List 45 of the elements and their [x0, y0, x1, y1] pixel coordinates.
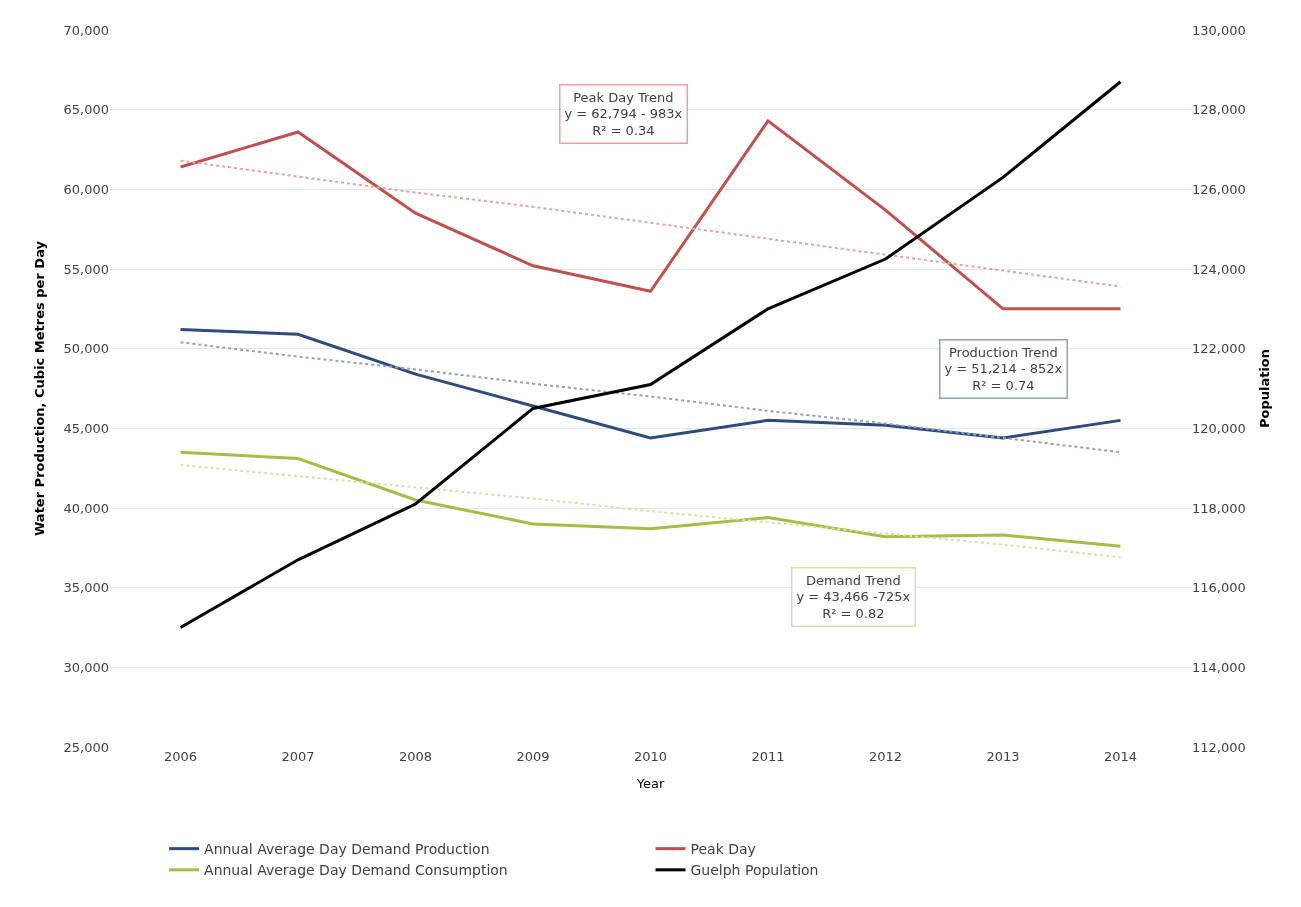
annotation: Production Trend y = 51,214 - 852x R² = 0.74 — [944, 344, 1063, 394]
x-tick-label: 2011 — [751, 749, 785, 764]
x-tick-label: 2014 — [1103, 749, 1138, 764]
y-tick-label: 40,000 — [63, 500, 109, 516]
x-tick-label: 2012 — [868, 749, 903, 764]
line-series — [179, 119, 1122, 311]
x-axis-title: Year — [635, 775, 665, 791]
line-series — [179, 328, 1122, 440]
y-tick-label: 30,000 — [63, 659, 109, 675]
y-tick-label: 55,000 — [63, 261, 109, 277]
y-axis-title: Water Production, Cubic Metres per Day — [32, 240, 48, 537]
legend-label: Annual Average Day Demand Consumption — [204, 862, 508, 879]
legend-label: Guelph Population — [690, 862, 819, 879]
y2-tick-label: 112,000 — [1192, 739, 1246, 755]
y2-tick-label: 114,000 — [1192, 659, 1246, 675]
y2-tick-label: 124,000 — [1192, 261, 1246, 277]
x-tick-label: 2009 — [516, 749, 550, 764]
y-tick-label: 60,000 — [63, 181, 109, 197]
y-tick-label: 25,000 — [63, 739, 109, 755]
legend-label: Peak Day — [690, 841, 756, 858]
y2-tick-label: 126,000 — [1192, 181, 1246, 197]
annotation: Peak Day Trend y = 62,794 - 983x R² = 0.34 — [564, 89, 683, 139]
y-tick-label: 70,000 — [63, 22, 109, 38]
y-tick-label: 50,000 — [63, 341, 109, 357]
x-tick-label: 2008 — [398, 749, 433, 764]
x-tick-label: 2007 — [281, 749, 315, 764]
legend-label: Annual Average Day Demand Production — [204, 841, 490, 858]
y2-tick-label: 116,000 — [1192, 580, 1246, 596]
y2-tick-label: 122,000 — [1192, 341, 1246, 357]
line-series — [179, 341, 1122, 454]
y2-tick-label: 128,000 — [1192, 102, 1246, 118]
y2-tick-label: 118,000 — [1192, 500, 1246, 516]
x-tick-label: 2006 — [163, 749, 198, 764]
x-tick-label: 2013 — [986, 749, 1020, 764]
y2-tick-label: 130,000 — [1192, 22, 1246, 38]
y-tick-label: 45,000 — [63, 420, 109, 436]
line-series — [179, 450, 1122, 548]
annotation: Demand Trend y = 43,466 -725x R² = 0.82 — [796, 572, 911, 622]
y2-axis-title: Population — [1257, 348, 1273, 429]
y2-tick-label: 120,000 — [1192, 420, 1246, 436]
y-tick-label: 35,000 — [63, 580, 109, 596]
y-tick-label: 65,000 — [63, 102, 109, 118]
line-series — [179, 463, 1122, 559]
line-series — [179, 80, 1122, 629]
x-tick-label: 2010 — [633, 749, 668, 764]
